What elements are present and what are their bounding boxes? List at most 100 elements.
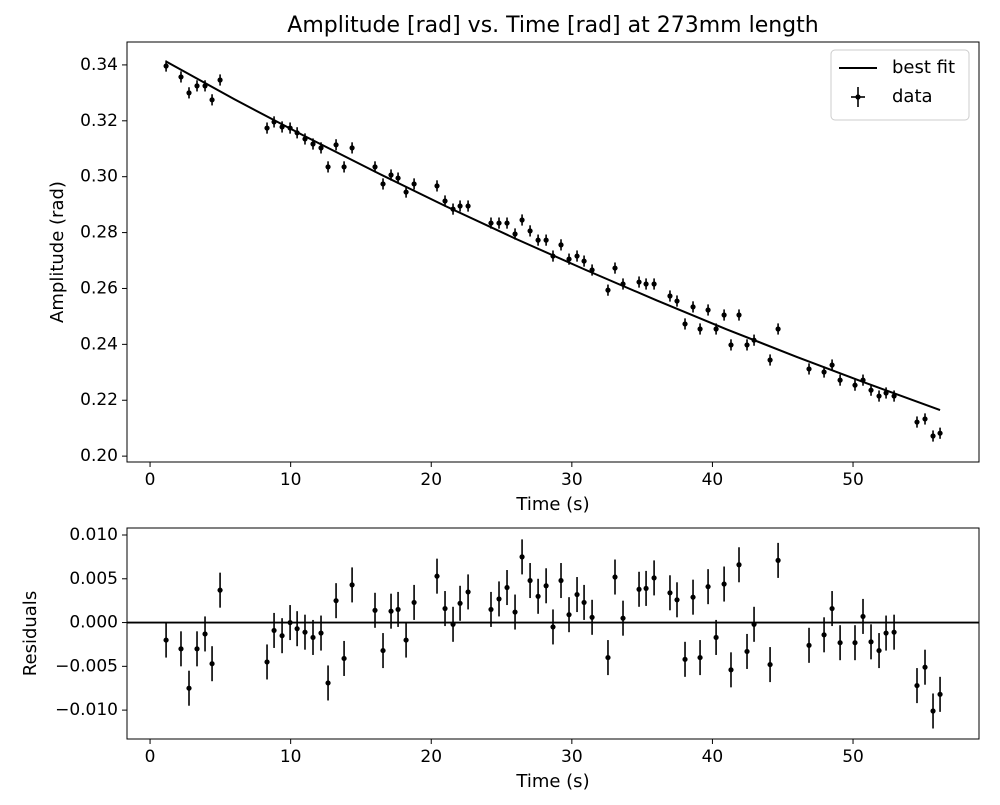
data-point xyxy=(294,626,300,632)
data-point xyxy=(325,680,331,686)
legend-label: data xyxy=(892,86,933,107)
y-tick-label: −0.010 xyxy=(55,700,118,720)
data-point xyxy=(574,253,580,259)
x-tick-label: 0 xyxy=(145,747,156,767)
data-point xyxy=(264,125,270,131)
data-point xyxy=(302,136,308,142)
data-point xyxy=(605,287,611,293)
data-point xyxy=(333,598,339,604)
data-point xyxy=(581,258,587,264)
data-point xyxy=(852,382,858,388)
data-point xyxy=(496,220,502,226)
data-point xyxy=(612,265,618,271)
data-point xyxy=(550,253,556,259)
data-point xyxy=(651,281,657,287)
data-point xyxy=(721,581,727,587)
data-point xyxy=(504,220,510,226)
data-point xyxy=(264,659,270,665)
chart-title: Amplitude [rad] vs. Time [rad] at 273mm … xyxy=(287,13,818,38)
data-point xyxy=(643,585,649,592)
y-tick-label: 0.24 xyxy=(80,334,118,354)
y-tick-label: 0.32 xyxy=(80,111,118,131)
data-point xyxy=(372,607,378,613)
data-point xyxy=(202,631,208,637)
data-point xyxy=(829,362,835,368)
data-point xyxy=(636,279,642,285)
y-tick-label: 0.34 xyxy=(80,55,118,75)
data-point xyxy=(294,130,300,136)
data-point xyxy=(876,393,882,399)
data-point xyxy=(318,145,324,151)
data-point xyxy=(163,637,169,643)
legend: best fit data xyxy=(830,49,970,121)
data-point xyxy=(341,164,347,170)
data-point xyxy=(550,624,556,630)
data-point xyxy=(697,654,703,661)
data-point xyxy=(674,298,680,304)
data-point xyxy=(612,574,618,580)
data-point xyxy=(922,416,928,422)
data-point xyxy=(349,145,355,151)
data-point xyxy=(178,74,184,80)
data-point xyxy=(558,242,564,248)
x-tick-label: 30 xyxy=(561,470,583,490)
data-point xyxy=(318,630,324,636)
data-point xyxy=(674,597,680,603)
data-point xyxy=(767,357,773,363)
data-point xyxy=(868,639,874,645)
data-point xyxy=(589,267,595,273)
data-point xyxy=(163,63,169,69)
data-point xyxy=(450,621,456,627)
data-point xyxy=(519,554,525,560)
y-tick-label: 0.000 xyxy=(69,613,118,633)
data-point xyxy=(395,175,401,181)
data-point xyxy=(667,293,673,299)
data-point xyxy=(566,256,572,262)
data-point xyxy=(922,664,928,670)
data-point xyxy=(636,586,642,592)
y-tick-label: 0.26 xyxy=(80,278,118,298)
data-point xyxy=(512,231,518,237)
data-point xyxy=(682,656,688,662)
data-point xyxy=(465,203,471,209)
data-point xyxy=(388,608,394,614)
x-tick-label: 50 xyxy=(842,747,864,767)
data-point xyxy=(775,326,781,332)
data-point xyxy=(868,387,874,393)
data-point xyxy=(302,629,308,635)
data-point xyxy=(209,661,215,667)
x-tick-label: 30 xyxy=(561,747,583,767)
data-point xyxy=(651,575,657,581)
data-point xyxy=(341,655,347,662)
data-point xyxy=(186,90,192,96)
data-point xyxy=(450,206,456,212)
data-point xyxy=(388,172,394,178)
x-tick-label: 40 xyxy=(702,470,724,490)
y-tick-label: −0.005 xyxy=(55,656,118,676)
data-point xyxy=(705,307,711,313)
data-point xyxy=(271,627,277,634)
data-point xyxy=(605,654,611,661)
data-point xyxy=(527,228,533,234)
y-tick-label: 0.28 xyxy=(80,223,118,243)
data-point xyxy=(543,237,549,243)
data-point xyxy=(821,369,827,375)
axes-frame xyxy=(126,41,980,463)
data-point xyxy=(287,619,293,626)
data-point xyxy=(186,685,192,691)
x-tick-label: 40 xyxy=(702,747,724,767)
data-point xyxy=(504,584,510,591)
data-point xyxy=(496,596,502,602)
data-point xyxy=(488,606,494,613)
data-point xyxy=(372,164,378,170)
data-point xyxy=(403,189,409,195)
data-point xyxy=(217,587,223,593)
data-point xyxy=(279,124,285,130)
data-point xyxy=(667,590,673,596)
data-point xyxy=(806,642,812,648)
data-point xyxy=(728,667,734,673)
data-point xyxy=(411,599,417,606)
data-point xyxy=(736,312,742,318)
